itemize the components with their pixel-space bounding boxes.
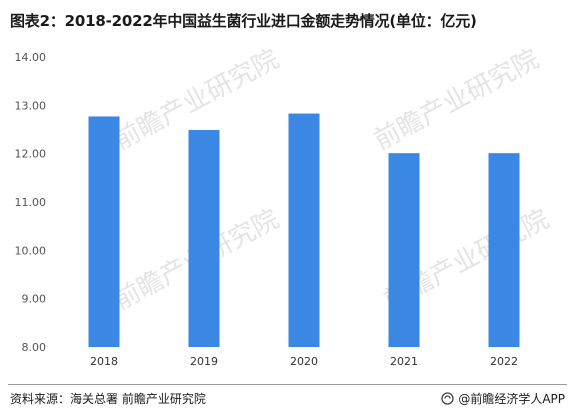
x-tick-label: 2018 — [90, 355, 118, 368]
chart-title: 图表2：2018-2022年中国益生菌行业进口金额走势情况(单位：亿元) — [10, 12, 477, 30]
brand-credit: @前瞻经济学人APP — [441, 390, 565, 407]
bar-2019 — [188, 129, 220, 347]
bar-series — [88, 113, 520, 347]
y-tick-label: 14.00 — [15, 51, 47, 64]
y-axis: 14.00 13.00 12.00 11.00 10.00 9.00 8.00 — [15, 51, 47, 354]
x-tick-label: 2022 — [490, 355, 518, 368]
y-tick-label: 10.00 — [15, 244, 47, 257]
x-axis: 2018 2019 2020 2021 2022 — [90, 355, 518, 368]
brand-label: @前瞻经济学人APP — [458, 392, 565, 406]
bar-2020 — [288, 113, 320, 347]
y-tick-label: 9.00 — [22, 293, 47, 306]
bar-2021 — [388, 153, 420, 347]
x-tick-label: 2020 — [290, 355, 318, 368]
footer: 资料来源：海关总署 前瞻产业研究院 @前瞻经济学人APP — [0, 384, 575, 419]
footer-divider — [8, 384, 567, 385]
bar-2022 — [488, 153, 520, 347]
y-tick-label: 12.00 — [15, 148, 47, 161]
chart-area: 前瞻产业研究院前瞻产业研究院前瞻产业研究院前瞻产业研究院 14.0013.001… — [0, 40, 575, 380]
x-tick-label: 2021 — [390, 355, 418, 368]
brand-logo-icon — [441, 392, 454, 405]
y-tick-label: 11.00 — [15, 196, 47, 209]
source-note: 资料来源：海关总署 前瞻产业研究院 — [10, 392, 206, 406]
bar-2018 — [88, 116, 120, 347]
watermark-layer: 前瞻产业研究院前瞻产业研究院前瞻产业研究院前瞻产业研究院 — [109, 44, 554, 316]
bar-chart: 前瞻产业研究院前瞻产业研究院前瞻产业研究院前瞻产业研究院 14.0013.001… — [15, 44, 554, 368]
y-tick-label: 8.00 — [22, 341, 47, 354]
x-tick-label: 2019 — [190, 355, 218, 368]
watermark-text: 前瞻产业研究院 — [369, 44, 544, 156]
y-tick-label: 13.00 — [15, 99, 47, 112]
